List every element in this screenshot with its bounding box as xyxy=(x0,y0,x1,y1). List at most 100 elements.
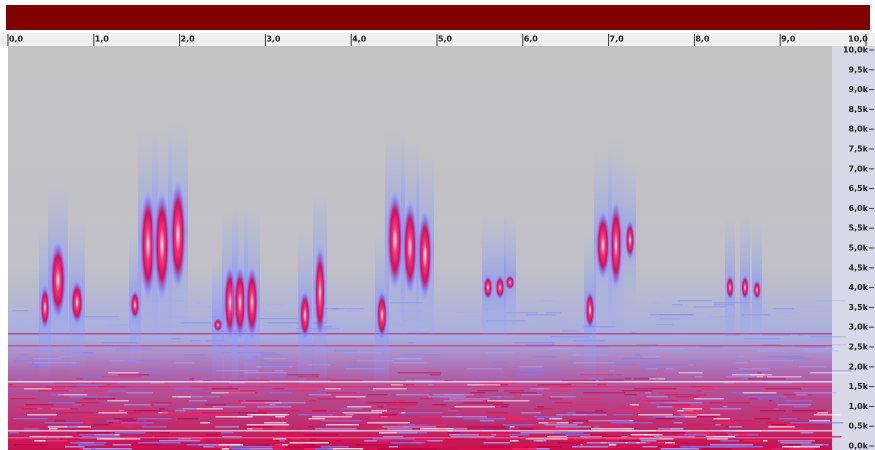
noise-streak xyxy=(259,318,297,320)
noise-streak xyxy=(296,440,336,442)
noise-streak xyxy=(70,428,94,430)
noise-streak xyxy=(98,394,103,396)
noise-streak xyxy=(674,422,683,424)
noise-streak xyxy=(287,326,291,328)
noise-streak xyxy=(246,400,279,402)
noise-streak xyxy=(470,392,485,394)
noise-streak xyxy=(213,406,246,408)
noise-streak xyxy=(561,322,570,324)
time-label: 7,0 xyxy=(610,35,625,44)
noise-streak xyxy=(556,414,587,416)
noise-streak xyxy=(247,424,290,426)
noise-streak xyxy=(655,418,674,420)
noise-streak xyxy=(590,424,622,426)
noise-streak xyxy=(484,442,510,444)
noise-streak xyxy=(190,306,211,308)
noise-streak xyxy=(97,398,116,400)
noise-streak xyxy=(684,434,707,436)
noise-streak xyxy=(401,412,405,414)
noise-streak xyxy=(265,362,299,364)
noise-streak xyxy=(269,392,291,394)
noise-streak xyxy=(540,428,578,430)
noise-streak xyxy=(290,442,329,444)
time-label: 4,0 xyxy=(352,35,367,44)
noise-streak xyxy=(109,424,146,426)
noise-streak xyxy=(702,398,724,400)
noise-streak xyxy=(320,446,348,448)
noise-streak xyxy=(739,434,748,436)
noise-streak xyxy=(371,410,387,412)
noise-streak xyxy=(793,406,808,408)
noise-streak xyxy=(671,306,687,308)
noise-streak xyxy=(275,416,285,418)
noise-streak xyxy=(494,362,508,364)
noise-streak xyxy=(743,440,760,442)
frequency-label: 4,5k xyxy=(849,263,869,272)
noise-streak xyxy=(650,442,665,444)
noise-streak xyxy=(456,416,487,418)
noise-streak xyxy=(524,374,547,376)
noise-streak xyxy=(780,442,811,444)
time-label: 0,0 xyxy=(9,35,24,44)
noise-streak xyxy=(748,396,786,398)
noise-streak xyxy=(757,372,761,374)
noise-streak xyxy=(67,426,77,428)
noise-streak xyxy=(688,424,713,426)
noise-streak xyxy=(799,366,826,368)
noise-streak xyxy=(638,414,673,416)
noise-streak xyxy=(642,336,670,338)
noise-streak xyxy=(13,320,27,322)
noise-streak xyxy=(29,426,48,428)
noise-streak xyxy=(420,428,453,430)
noise-streak xyxy=(680,340,717,342)
noise-streak xyxy=(487,412,508,414)
noise-streak xyxy=(555,426,591,428)
noise-streak xyxy=(107,326,116,328)
noise-streak xyxy=(55,420,65,422)
noise-streak xyxy=(796,394,808,396)
noise-streak xyxy=(411,442,425,444)
noise-streak xyxy=(257,410,299,412)
noise-streak xyxy=(634,388,676,390)
noise-streak xyxy=(720,440,739,442)
noise-streak xyxy=(177,418,199,420)
noise-streak xyxy=(521,368,559,370)
noise-streak xyxy=(377,440,414,442)
noise-streak xyxy=(537,406,544,408)
noise-streak xyxy=(197,302,209,304)
noise-streak xyxy=(229,446,272,448)
noise-streak xyxy=(419,444,452,446)
screen: 0,01,02,03,04,05,06,07,08,09,010,010,0k9… xyxy=(0,0,875,450)
noise-streak xyxy=(432,404,446,406)
noise-streak xyxy=(262,366,290,368)
noise-streak xyxy=(546,312,562,314)
noise-streak xyxy=(549,418,562,420)
noise-streak xyxy=(420,398,433,400)
frequency-label: 2,5k xyxy=(849,343,869,352)
noise-streak xyxy=(272,388,284,390)
frequency-label: 4,0k xyxy=(849,283,869,292)
noise-streak xyxy=(723,406,727,408)
noise-streak xyxy=(74,402,99,404)
noise-streak xyxy=(627,442,636,444)
noise-streak xyxy=(154,404,169,406)
noise-streak xyxy=(487,396,513,398)
noise-streak xyxy=(322,420,362,422)
noise-streak xyxy=(342,412,382,414)
noise-streak xyxy=(487,400,529,402)
noise-streak xyxy=(640,442,646,444)
call xyxy=(299,290,310,340)
noise-streak xyxy=(645,392,651,394)
noise-streak xyxy=(96,448,132,450)
noise-streak xyxy=(543,390,571,392)
noise-streak xyxy=(553,432,583,434)
noise-streak xyxy=(737,356,744,358)
noise-streak xyxy=(710,444,753,446)
noise-streak xyxy=(356,444,395,446)
noise-streak xyxy=(397,432,427,434)
noise-streak xyxy=(377,448,420,450)
call xyxy=(387,190,403,290)
noise-streak xyxy=(621,358,660,360)
noise-streak xyxy=(398,402,418,404)
noise-streak xyxy=(518,370,546,372)
